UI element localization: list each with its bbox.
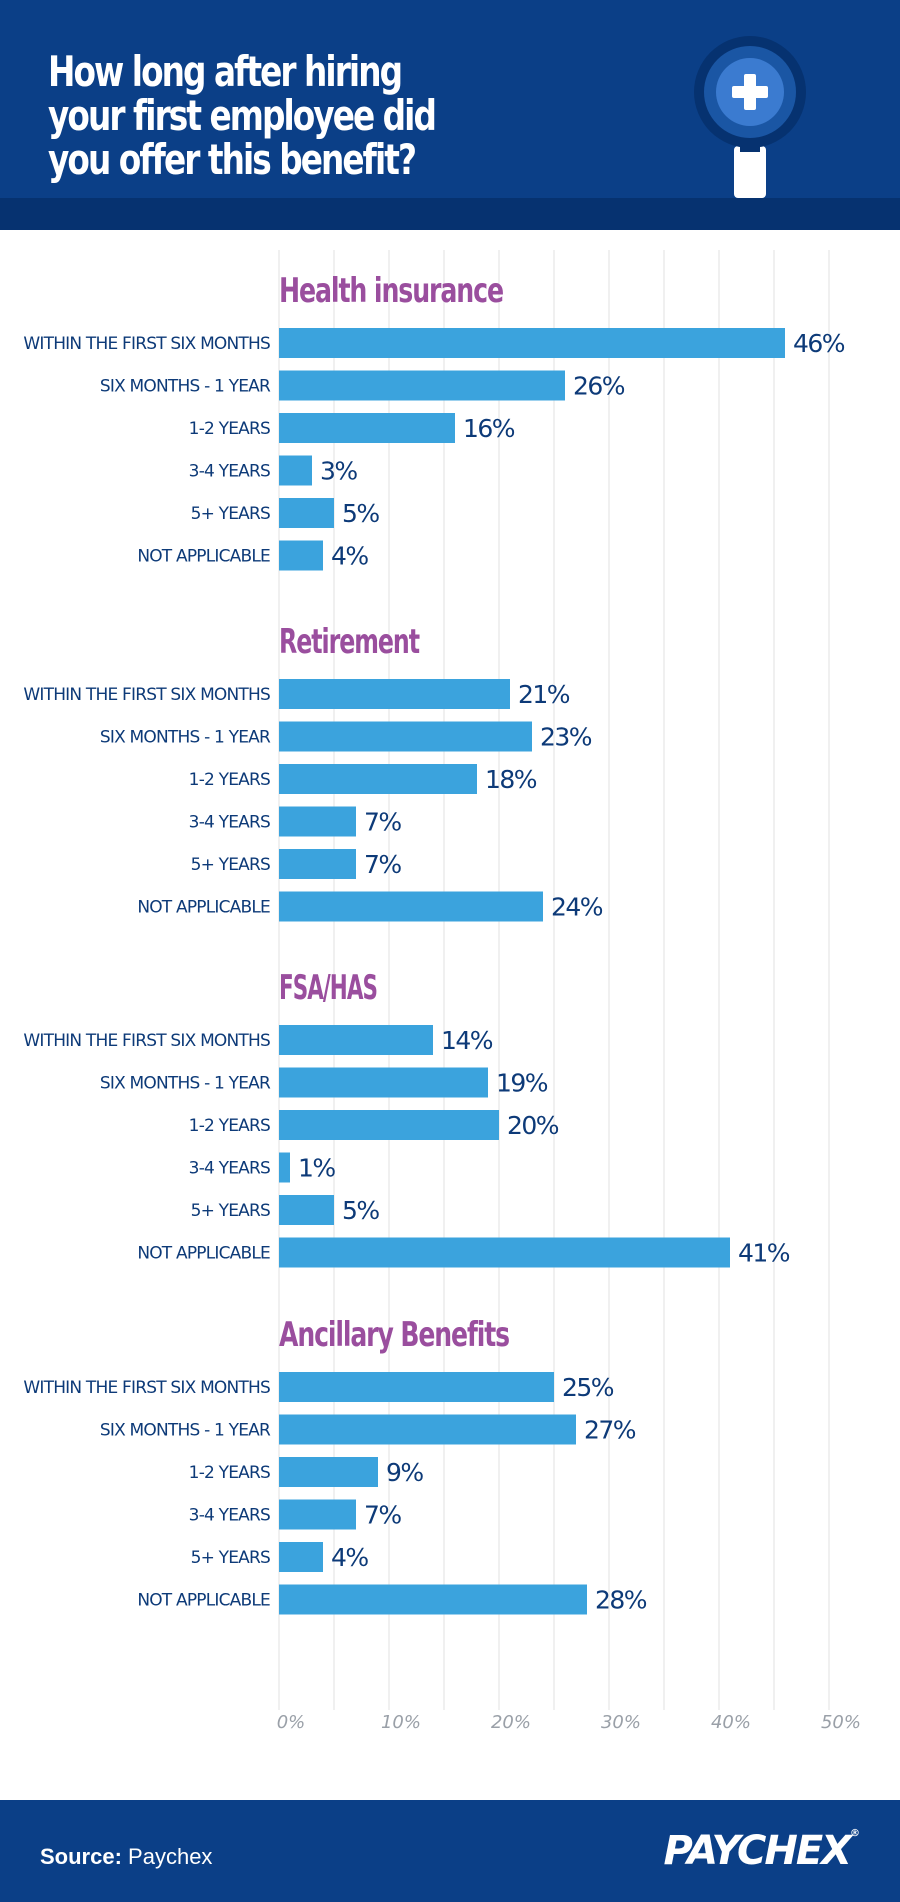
data-label: 5% [342, 499, 379, 528]
data-label: 20% [507, 1111, 559, 1140]
category-label: 1-2 YEARS [189, 1463, 270, 1483]
category-label: 3-4 YEARS [189, 1159, 270, 1179]
magnifier-plus-icon [690, 36, 810, 201]
data-label: 23% [540, 723, 592, 752]
category-label: NOT APPLICABLE [137, 1244, 270, 1264]
data-label: 16% [463, 414, 515, 443]
category-label: 5+ YEARS [191, 1548, 270, 1568]
data-label: 1% [298, 1154, 335, 1183]
bar [279, 1152, 290, 1183]
source-value: Paychex [128, 1844, 213, 1869]
bar [279, 1414, 576, 1445]
data-label: 27% [584, 1416, 636, 1445]
category-label: 5+ YEARS [191, 855, 270, 875]
category-label: NOT APPLICABLE [137, 898, 270, 918]
data-label: 7% [364, 808, 401, 837]
benefits-bar-chart: Health insurance WITHIN THE FIRST SIX MON… [23, 250, 861, 1733]
source-text: Source: Paychex [40, 1844, 212, 1870]
bar [279, 1025, 433, 1055]
section-title: Ancillary Benefits [279, 1315, 509, 1355]
data-label: 3% [320, 457, 357, 486]
data-label: 4% [331, 542, 368, 571]
section-title: FSA/HAS [279, 968, 377, 1008]
data-label: 25% [562, 1373, 614, 1402]
data-label: 4% [331, 1543, 368, 1572]
bar [279, 1110, 499, 1140]
tick-label: 20% [491, 1712, 531, 1733]
data-label: 5% [342, 1196, 379, 1225]
data-label: 18% [485, 765, 537, 794]
data-label: 24% [551, 893, 603, 922]
bar [279, 764, 477, 794]
source-label: Source: [40, 1844, 122, 1869]
data-label: 14% [441, 1026, 493, 1055]
tick-label: 10% [381, 1712, 421, 1733]
category-label: SIX MONTHS - 1 YEAR [100, 728, 271, 748]
category-label: NOT APPLICABLE [137, 1591, 270, 1611]
logo-text: PAYCHEX [663, 1828, 852, 1874]
data-label: 7% [364, 1501, 401, 1530]
bar [279, 328, 785, 358]
bar [279, 370, 565, 401]
category-label: 1-2 YEARS [189, 419, 270, 439]
bar [279, 1584, 587, 1615]
logo-mark: ® [850, 1828, 860, 1839]
category-label: WITHIN THE FIRST SIX MONTHS [23, 334, 270, 354]
section-title: Health insurance [279, 271, 503, 311]
bar [279, 806, 356, 837]
category-label: WITHIN THE FIRST SIX MONTHS [23, 685, 270, 705]
category-label: 1-2 YEARS [189, 1116, 270, 1136]
tick-label: 40% [711, 1712, 751, 1733]
bar [279, 1542, 323, 1572]
category-label: 3-4 YEARS [189, 813, 270, 833]
data-label: 21% [518, 680, 570, 709]
data-label: 26% [573, 372, 625, 401]
bar [279, 1067, 488, 1098]
bar [279, 721, 532, 752]
bar [279, 1372, 554, 1402]
category-label: 5+ YEARS [191, 1201, 270, 1221]
data-label: 41% [738, 1239, 790, 1268]
category-label: 3-4 YEARS [189, 1506, 270, 1526]
bar [279, 1237, 730, 1268]
bar [279, 1457, 378, 1487]
category-label: 3-4 YEARS [189, 462, 270, 482]
section-title: Retirement [279, 622, 420, 662]
data-label: 19% [496, 1069, 548, 1098]
bar [279, 1195, 334, 1225]
bar [279, 413, 455, 443]
data-label: 7% [364, 850, 401, 879]
bar [279, 1499, 356, 1530]
category-label: WITHIN THE FIRST SIX MONTHS [23, 1378, 270, 1398]
bar [279, 891, 543, 922]
tick-label: 0% [277, 1712, 306, 1733]
category-label: SIX MONTHS - 1 YEAR [100, 377, 271, 397]
bar [279, 455, 312, 486]
bar [279, 540, 323, 571]
footer: Source: Paychex PAYCHEX® [0, 1800, 900, 1902]
paychex-logo: PAYCHEX® [663, 1828, 860, 1874]
header: How long after hiring your first employe… [0, 0, 900, 230]
data-label: 9% [386, 1458, 423, 1487]
data-label: 46% [793, 329, 845, 358]
data-label: 28% [595, 1586, 647, 1615]
category-label: WITHIN THE FIRST SIX MONTHS [23, 1031, 270, 1051]
bar [279, 679, 510, 709]
tick-label: 50% [821, 1712, 861, 1733]
category-label: SIX MONTHS - 1 YEAR [100, 1074, 271, 1094]
category-label: SIX MONTHS - 1 YEAR [100, 1421, 271, 1441]
category-label: NOT APPLICABLE [137, 547, 270, 567]
category-label: 5+ YEARS [191, 504, 270, 524]
tick-label: 30% [601, 1712, 641, 1733]
header-band [0, 198, 900, 230]
bar [279, 849, 356, 879]
page-title: How long after hiring your first employe… [48, 47, 437, 184]
bar [279, 498, 334, 528]
chart-area: Health insurance WITHIN THE FIRST SIX MON… [0, 230, 900, 1800]
category-label: 1-2 YEARS [189, 770, 270, 790]
